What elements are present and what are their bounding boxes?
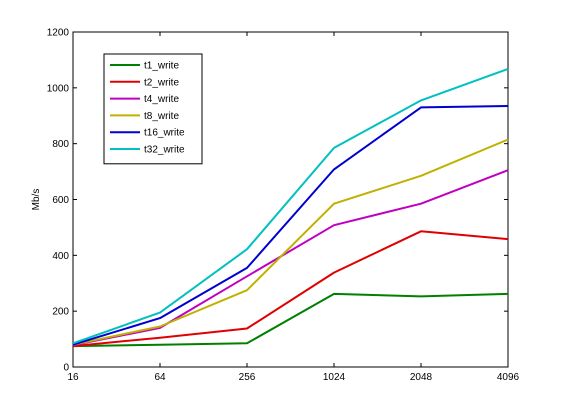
y-axis: 0 200 400 600 800 1000 1200 — [47, 28, 508, 374]
y-tick-label: 800 — [52, 139, 69, 150]
series-line-t1_write — [72, 292, 509, 348]
x-axis: 16 64 256 1024 2048 4096 — [67, 32, 520, 383]
legend-label: t32_write — [144, 145, 185, 156]
y-tick-label: 1200 — [47, 28, 70, 39]
series-line-t32_write — [72, 67, 509, 345]
y-tick-label: 400 — [52, 251, 69, 262]
series-line-t4_write — [72, 169, 509, 347]
series-line-t8_write — [72, 138, 509, 346]
legend-label: t4_write — [144, 94, 179, 105]
y-axis-label: Mb/s — [31, 189, 42, 211]
legend-box — [103, 53, 203, 165]
x-tick-label: 256 — [239, 372, 256, 383]
x-tick-label: 2048 — [410, 372, 433, 383]
x-tick-label: 4096 — [497, 372, 520, 383]
legend-label: t1_write — [144, 61, 179, 72]
series-layer — [72, 67, 509, 348]
y-tick-label: 200 — [52, 307, 69, 318]
x-tick-label: 16 — [67, 372, 79, 383]
legend-label: t16_write — [144, 128, 185, 139]
series-line-t16_write — [72, 105, 509, 346]
y-tick-label: 600 — [52, 195, 69, 206]
legend: t1_write t2_write t4_write t8_write t16_writ… — [103, 53, 203, 165]
y-tick-label: 1000 — [47, 83, 70, 94]
x-tick-label: 64 — [154, 372, 166, 383]
legend-label: t8_write — [144, 111, 179, 122]
legend-label: t2_write — [144, 77, 179, 88]
series-line-t2_write — [72, 230, 509, 348]
y-tick-label: 0 — [63, 363, 69, 374]
x-tick-label: 1024 — [323, 372, 346, 383]
